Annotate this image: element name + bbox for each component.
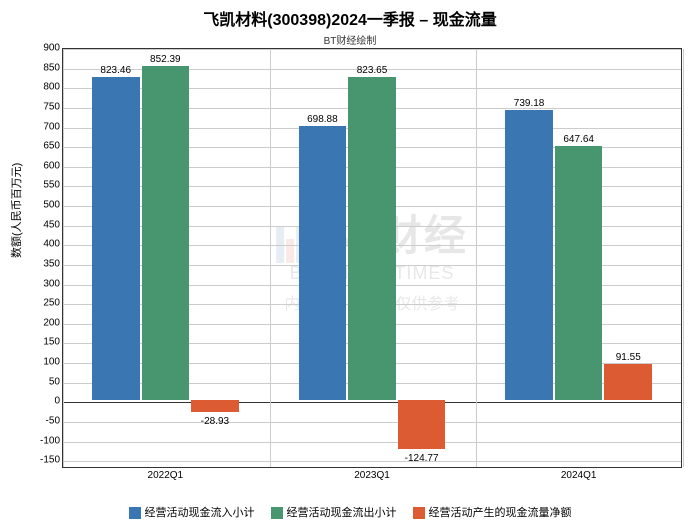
y-tick: -100 bbox=[20, 435, 60, 446]
y-tick: 500 bbox=[20, 200, 60, 211]
legend-label: 经营活动现金流出小计 bbox=[287, 507, 397, 519]
x-tick: 2022Q1 bbox=[148, 470, 184, 481]
vgridline bbox=[270, 49, 271, 467]
x-tick: 2023Q1 bbox=[354, 470, 390, 481]
bar-value-label: -124.77 bbox=[405, 453, 439, 464]
vgridline bbox=[63, 49, 64, 467]
y-tick: 750 bbox=[20, 101, 60, 112]
gridline bbox=[63, 402, 681, 403]
vgridline bbox=[476, 49, 477, 467]
bar bbox=[555, 146, 603, 400]
bar-value-label: -28.93 bbox=[201, 416, 229, 427]
bar bbox=[142, 66, 190, 401]
y-tick: 150 bbox=[20, 337, 60, 348]
y-tick: 250 bbox=[20, 298, 60, 309]
y-tick: -150 bbox=[20, 455, 60, 466]
vgridline bbox=[683, 49, 684, 467]
legend: 经营活动现金流入小计 经营活动现金流出小计 经营活动产生的现金流量净额 bbox=[0, 504, 700, 520]
bar-value-label: 823.65 bbox=[357, 65, 388, 76]
y-tick: 550 bbox=[20, 180, 60, 191]
bar bbox=[348, 77, 396, 400]
y-tick: 800 bbox=[20, 82, 60, 93]
plot-area: BT财经 BUSINESS TIMES 内容由AI生成，仅供参考 823.466… bbox=[62, 48, 682, 468]
y-tick: 300 bbox=[20, 278, 60, 289]
y-tick: 900 bbox=[20, 43, 60, 54]
bar bbox=[92, 77, 140, 400]
bar bbox=[191, 400, 239, 411]
bar bbox=[299, 126, 347, 400]
bar bbox=[398, 400, 446, 449]
legend-item: 经营活动产生的现金流量净额 bbox=[413, 504, 572, 520]
legend-label: 经营活动产生的现金流量净额 bbox=[429, 507, 572, 519]
bar-value-label: 739.18 bbox=[514, 98, 545, 109]
y-tick: 850 bbox=[20, 62, 60, 73]
legend-item: 经营活动现金流入小计 bbox=[129, 504, 255, 520]
y-tick: -50 bbox=[20, 415, 60, 426]
bar-value-label: 698.88 bbox=[307, 114, 338, 125]
gridline bbox=[63, 442, 681, 443]
y-tick: 700 bbox=[20, 121, 60, 132]
bar-value-label: 647.64 bbox=[563, 134, 594, 145]
legend-label: 经营活动现金流入小计 bbox=[145, 507, 255, 519]
legend-swatch bbox=[271, 507, 283, 519]
y-tick: 650 bbox=[20, 141, 60, 152]
y-tick: 400 bbox=[20, 239, 60, 250]
legend-swatch bbox=[129, 507, 141, 519]
y-tick: 200 bbox=[20, 317, 60, 328]
chart-subtitle: BT财经绘制 bbox=[0, 32, 700, 47]
chart-title: 飞凯材料(300398)2024一季报 – 现金流量 bbox=[0, 0, 700, 30]
y-tick: 350 bbox=[20, 258, 60, 269]
bar-value-label: 852.39 bbox=[150, 54, 181, 65]
legend-swatch bbox=[413, 507, 425, 519]
y-tick: 0 bbox=[20, 396, 60, 407]
gridline bbox=[63, 461, 681, 462]
legend-item: 经营活动现金流出小计 bbox=[271, 504, 397, 520]
bar-value-label: 823.46 bbox=[100, 65, 131, 76]
bar bbox=[505, 110, 553, 400]
y-tick: 50 bbox=[20, 376, 60, 387]
y-tick: 600 bbox=[20, 160, 60, 171]
bar bbox=[604, 364, 652, 400]
gridline bbox=[63, 422, 681, 423]
y-tick: 450 bbox=[20, 219, 60, 230]
x-tick: 2024Q1 bbox=[561, 470, 597, 481]
gridline bbox=[63, 49, 681, 50]
cashflow-chart: 飞凯材料(300398)2024一季报 – 现金流量 BT财经绘制 数额(人民币… bbox=[0, 0, 700, 524]
bar-value-label: 91.55 bbox=[616, 352, 641, 363]
y-tick: 100 bbox=[20, 357, 60, 368]
